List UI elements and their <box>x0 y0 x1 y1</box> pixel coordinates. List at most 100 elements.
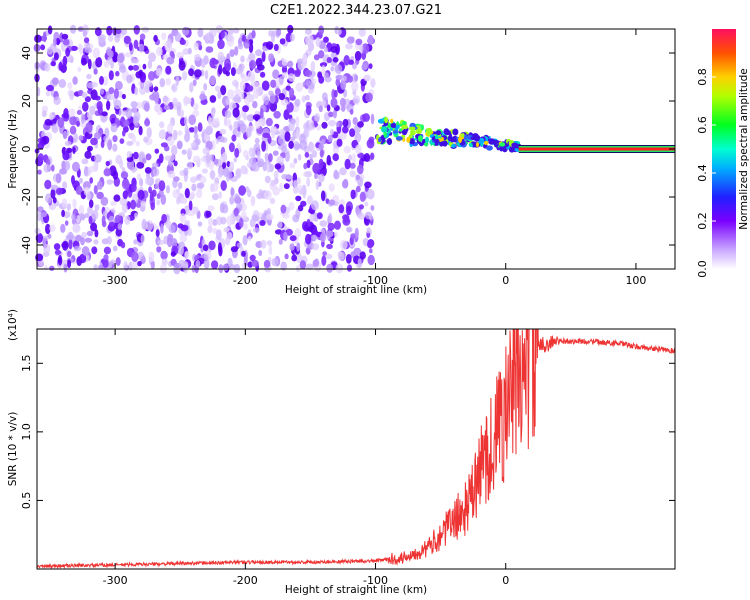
heatmap-cell <box>110 123 118 133</box>
heatmap-cell <box>75 234 82 242</box>
heatmap-cell <box>134 86 139 96</box>
heatmap-cell <box>121 203 128 214</box>
heatmap-cell <box>96 100 103 111</box>
heatmap-cell <box>253 143 261 151</box>
heatmap-cell <box>106 179 114 185</box>
heatmap-cell <box>241 34 246 42</box>
heatmap-cell <box>106 236 112 245</box>
heatmap-cell <box>84 47 93 54</box>
heatmap-cell <box>64 220 69 226</box>
heatmap-cell <box>55 37 61 46</box>
snr-y-tick-label: 1.5 <box>20 355 33 373</box>
heatmap-cell <box>201 168 208 174</box>
heatmap-cell <box>37 210 42 222</box>
heatmap-cell <box>58 61 63 71</box>
heatmap-cell <box>417 135 423 142</box>
heatmap-cell <box>61 33 69 40</box>
heatmap-cell <box>181 149 187 155</box>
heatmap-cell <box>321 65 326 76</box>
snr-y-axis-label: SNR (10 * v/v) <box>7 412 19 487</box>
heatmap-cell <box>220 180 227 191</box>
heatmap-cell <box>184 188 190 199</box>
heatmap-cell <box>81 158 89 165</box>
heatmap-cell <box>183 167 189 176</box>
heatmap-cell <box>231 134 237 142</box>
heatmap-cell <box>103 254 109 262</box>
heatmap-cell <box>78 177 83 184</box>
heatmap-cell <box>90 137 98 146</box>
heatmap-cell <box>130 101 138 108</box>
heatmap-cell <box>49 265 55 271</box>
heatmap-cell <box>321 139 325 145</box>
colorbar-tick-label: 0.0 <box>696 260 709 278</box>
heatmap-cell <box>62 181 68 190</box>
heatmap-cell <box>165 78 172 86</box>
heatmap-cell <box>204 70 209 80</box>
heatmap-cell <box>217 39 225 50</box>
heatmap-cell <box>188 114 196 126</box>
heatmap-cell <box>93 132 101 140</box>
heatmap-cell <box>34 34 42 43</box>
heatmap-cell <box>87 145 93 152</box>
heatmap-cell <box>223 167 230 178</box>
heatmap-cell <box>370 78 376 88</box>
heatmap-cell <box>452 137 457 143</box>
heatmap-cell <box>296 177 301 185</box>
colorbar-gradient <box>712 29 736 269</box>
heatmap-cell <box>61 198 68 208</box>
snr-frame <box>36 328 676 570</box>
spectrogram-x-tick-label: -100 <box>363 274 388 287</box>
heatmap-cell <box>205 152 211 164</box>
heatmap-cell <box>121 93 126 100</box>
heatmap-cell <box>43 163 50 173</box>
heatmap-cell <box>345 254 352 264</box>
heatmap-cell <box>318 50 325 59</box>
heatmap-cell <box>115 228 123 237</box>
heatmap-cell <box>299 188 307 196</box>
heatmap-cell <box>235 168 242 179</box>
heatmap-cell <box>220 85 227 96</box>
heatmap-cell <box>69 115 77 126</box>
heatmap-cell <box>302 53 307 63</box>
heatmap-cell <box>102 260 109 268</box>
heatmap-cell <box>289 162 296 169</box>
heatmap-cell <box>390 118 394 124</box>
heatmap-cell <box>193 42 199 51</box>
heatmap-cell <box>228 142 235 153</box>
heatmap-cell <box>55 187 63 195</box>
heatmap-cell <box>176 140 183 150</box>
heatmap-cell <box>369 248 373 254</box>
heatmap-cell <box>190 176 197 183</box>
heatmap-cell <box>244 42 250 49</box>
heatmap-cell <box>284 253 289 260</box>
spectrogram-x-tick-label: 100 <box>625 274 646 287</box>
heatmap-cell <box>209 95 217 103</box>
heatmap-cell <box>346 205 352 216</box>
heatmap-cell <box>126 151 133 158</box>
heatmap-cell <box>368 63 373 69</box>
heatmap-cell <box>198 242 203 249</box>
heatmap-cell <box>366 189 375 200</box>
heatmap-cell <box>266 240 273 246</box>
heatmap-cell <box>352 95 361 105</box>
heatmap-cell <box>195 260 201 268</box>
heatmap-cell <box>233 121 239 130</box>
heatmap-cell <box>99 75 104 85</box>
heatmap-cell <box>284 151 290 162</box>
heatmap-cell <box>48 113 54 121</box>
snr-series-line <box>37 329 675 569</box>
heatmap-cell <box>139 33 146 41</box>
heatmap-cell <box>334 220 341 230</box>
heatmap-cell <box>358 28 366 37</box>
heatmap-cell <box>493 140 498 148</box>
heatmap-cell <box>93 185 98 195</box>
heatmap-cell <box>240 91 245 100</box>
heatmap-cell <box>207 205 215 212</box>
heatmap-cell <box>339 97 346 107</box>
heatmap-cell <box>131 251 139 262</box>
heatmap-cell <box>139 85 147 95</box>
spectrogram-x-tick-label: 0 <box>502 274 509 287</box>
heatmap-cell <box>41 110 47 118</box>
heatmap-cell <box>96 191 104 200</box>
